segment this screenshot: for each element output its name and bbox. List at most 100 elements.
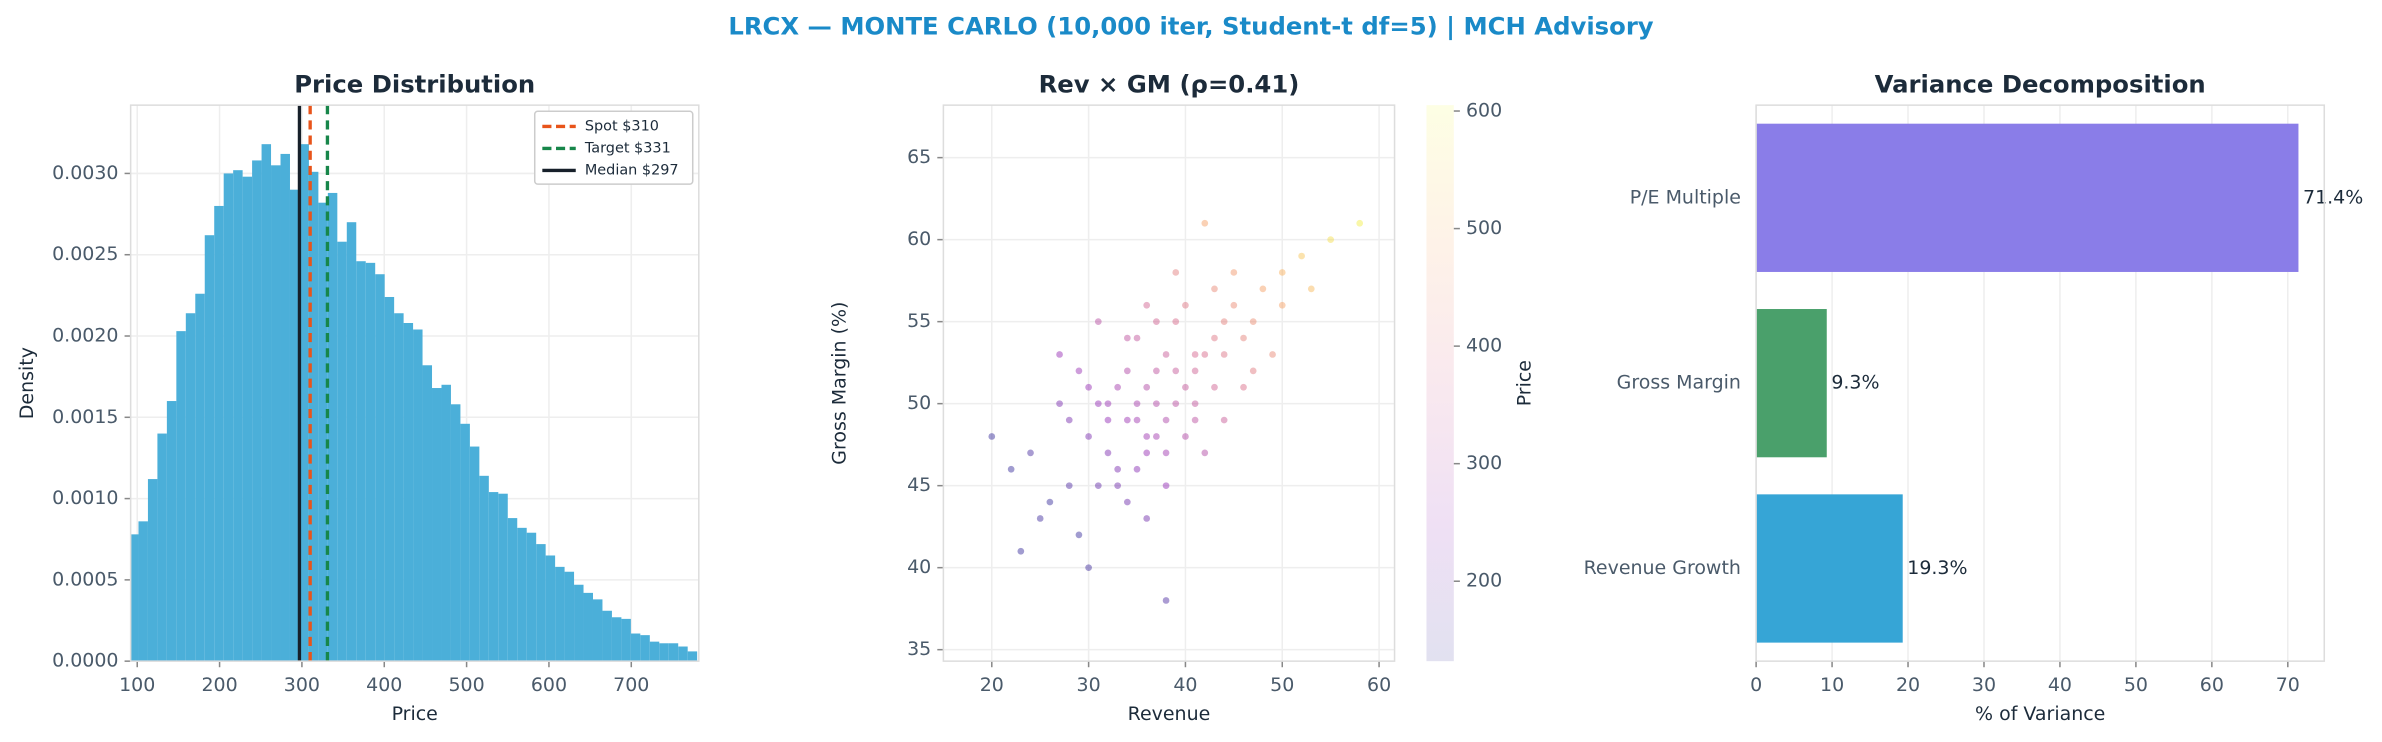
subplot-title: Rev × GM (ρ=0.41) xyxy=(1039,69,1300,98)
x-tick-label: 600 xyxy=(531,674,567,696)
scatter-point xyxy=(1191,416,1199,424)
histogram-bar xyxy=(204,235,215,662)
plot-area xyxy=(988,219,1364,604)
x-axis-label: % of Variance xyxy=(1975,703,2105,725)
y-tick-label: 45 xyxy=(907,474,931,496)
scatter-point xyxy=(1133,334,1141,342)
scatter-point xyxy=(1172,400,1180,407)
histogram-bar xyxy=(394,313,404,662)
y-tick-label: 0.0000 xyxy=(52,650,118,672)
histogram-bar xyxy=(157,433,167,662)
y-tick-label: Revenue Growth xyxy=(1584,557,1741,579)
histogram-bar xyxy=(130,534,139,662)
scatter-point xyxy=(1201,351,1209,358)
scatter-point xyxy=(1153,433,1160,440)
y-tick-label: 0.0030 xyxy=(52,162,118,184)
scatter-point xyxy=(1094,400,1102,407)
scatter-point xyxy=(1065,416,1073,424)
histogram-bar xyxy=(176,331,186,662)
colorbar-tick-label: 400 xyxy=(1466,335,1502,357)
scatter-point xyxy=(1211,334,1218,342)
histogram-bar xyxy=(356,261,366,662)
scatter-point xyxy=(1191,367,1199,375)
plot-area xyxy=(130,105,698,662)
y-tick-label: 0.0020 xyxy=(52,325,118,347)
histogram-bar xyxy=(621,618,631,662)
scatter-point xyxy=(1056,351,1063,358)
x-tick-label: 50 xyxy=(2124,674,2148,696)
scatter-point xyxy=(1162,351,1170,358)
scatter-point xyxy=(1220,318,1228,325)
scatter-point xyxy=(1259,285,1267,293)
x-tick-label: 20 xyxy=(980,674,1004,696)
scatter-point xyxy=(1143,383,1151,391)
y-tick-label: 55 xyxy=(907,310,931,332)
scatter-point xyxy=(1133,416,1141,424)
scatter-point xyxy=(1172,269,1180,276)
y-tick-label: 60 xyxy=(907,228,931,250)
scatter-point xyxy=(1201,449,1209,457)
bar xyxy=(1756,123,2299,272)
scatter-point xyxy=(1123,334,1131,342)
scatter-point xyxy=(1104,400,1112,407)
histogram-bar xyxy=(403,323,414,662)
scatter-point xyxy=(1036,515,1044,522)
scatter-point xyxy=(1356,219,1364,227)
histogram-bar xyxy=(280,153,290,662)
histogram-bar xyxy=(223,173,234,662)
scatter-point xyxy=(1143,301,1151,309)
scatter-point xyxy=(1143,449,1151,457)
histogram-bar xyxy=(214,205,224,662)
scatter-point xyxy=(1114,482,1121,490)
x-tick-label: 500 xyxy=(448,674,484,696)
subplot-title: Variance Decomposition xyxy=(1875,69,2206,98)
scatter-point xyxy=(1249,367,1257,375)
scatter-point xyxy=(1182,301,1189,309)
histogram-bar xyxy=(640,635,650,662)
scatter-point xyxy=(1114,383,1121,391)
x-tick-label: 100 xyxy=(119,674,155,696)
histogram-bar xyxy=(261,144,272,662)
scatter-point xyxy=(1056,400,1063,407)
scatter-point xyxy=(1182,383,1189,391)
scatter-point xyxy=(1240,334,1247,342)
histogram-bar xyxy=(365,262,376,662)
scatter-point xyxy=(1104,416,1112,424)
scatter-point xyxy=(1172,318,1180,325)
histogram-bar xyxy=(185,313,196,662)
histogram-bar xyxy=(545,555,556,662)
histogram-bar xyxy=(242,176,253,662)
x-axis-label: Revenue xyxy=(1128,703,1211,725)
histogram-bar xyxy=(592,599,603,662)
histogram-bar xyxy=(574,584,584,662)
scatter-point xyxy=(988,433,996,440)
scatter-point xyxy=(1327,236,1335,243)
scatter-point xyxy=(1220,351,1228,358)
histogram-bar xyxy=(526,532,537,662)
histogram-bar xyxy=(166,401,177,662)
scatter-point xyxy=(1085,383,1092,391)
scatter-point xyxy=(1230,301,1238,309)
x-tick-label: 300 xyxy=(284,674,320,696)
histogram-bar xyxy=(583,592,593,662)
histogram-bar xyxy=(479,475,489,662)
scatter-point xyxy=(1220,416,1228,424)
histogram-bar xyxy=(308,171,319,662)
value-label: 19.3% xyxy=(1907,557,1967,579)
scatter-point xyxy=(1085,433,1092,440)
y-tick-label: 35 xyxy=(907,638,931,660)
scatter-point xyxy=(1114,465,1121,473)
y-tick-label: 65 xyxy=(907,146,931,168)
scatter-point xyxy=(1123,498,1131,506)
histogram-bar xyxy=(271,165,281,662)
bar xyxy=(1756,309,1827,458)
scatter-point xyxy=(1075,367,1083,375)
scatter-point xyxy=(1143,433,1151,440)
histogram-bar xyxy=(687,651,698,662)
x-tick-label: 40 xyxy=(2048,674,2072,696)
axes-frame xyxy=(1755,104,2326,662)
y-tick-label: 0.0025 xyxy=(52,243,118,265)
legend-label: Target $331 xyxy=(584,140,671,156)
scatter-point xyxy=(1017,547,1025,555)
